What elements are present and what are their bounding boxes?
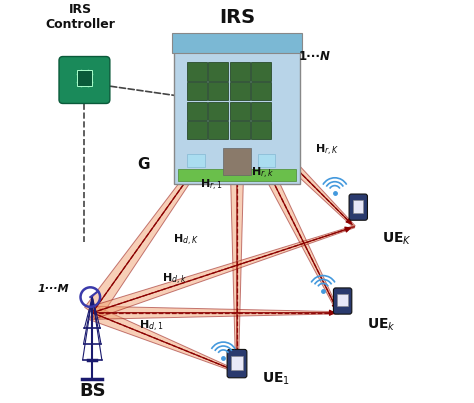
FancyBboxPatch shape	[222, 147, 252, 174]
FancyBboxPatch shape	[251, 121, 271, 139]
FancyBboxPatch shape	[251, 102, 271, 120]
FancyBboxPatch shape	[187, 154, 205, 167]
Polygon shape	[232, 104, 355, 228]
FancyBboxPatch shape	[231, 356, 243, 370]
Text: $\mathbf{H}_{r,1}$: $\mathbf{H}_{r,1}$	[200, 178, 223, 193]
FancyBboxPatch shape	[229, 121, 249, 139]
FancyBboxPatch shape	[337, 294, 348, 306]
FancyBboxPatch shape	[187, 121, 207, 139]
Text: $\mathbf{H}_{d,1}$: $\mathbf{H}_{d,1}$	[139, 319, 163, 334]
FancyBboxPatch shape	[349, 194, 367, 220]
Text: $\mathbf{H}_{r,k}$: $\mathbf{H}_{r,k}$	[251, 166, 274, 181]
Polygon shape	[92, 306, 339, 319]
FancyBboxPatch shape	[229, 82, 249, 100]
Text: $\mathbf{H}_{d,k}$: $\mathbf{H}_{d,k}$	[162, 272, 187, 287]
Polygon shape	[90, 306, 237, 373]
Polygon shape	[85, 108, 238, 318]
FancyBboxPatch shape	[59, 56, 110, 104]
FancyBboxPatch shape	[178, 169, 296, 181]
Text: $\mathbf{UE}_1$: $\mathbf{UE}_1$	[262, 371, 290, 387]
FancyBboxPatch shape	[258, 154, 275, 167]
Polygon shape	[229, 109, 245, 372]
FancyBboxPatch shape	[251, 62, 271, 81]
FancyBboxPatch shape	[187, 102, 207, 120]
FancyBboxPatch shape	[209, 102, 228, 120]
Text: G: G	[137, 157, 149, 172]
Text: 1···: 1···	[298, 50, 320, 63]
FancyBboxPatch shape	[333, 288, 352, 314]
FancyBboxPatch shape	[229, 102, 249, 120]
Text: BS: BS	[79, 382, 106, 400]
FancyBboxPatch shape	[187, 62, 207, 81]
Text: N: N	[320, 50, 330, 63]
FancyBboxPatch shape	[174, 39, 300, 184]
FancyBboxPatch shape	[209, 62, 228, 81]
Text: $\mathbf{UE}_K$: $\mathbf{UE}_K$	[383, 230, 412, 247]
FancyBboxPatch shape	[227, 349, 247, 378]
FancyBboxPatch shape	[173, 33, 301, 53]
Polygon shape	[230, 106, 340, 313]
Polygon shape	[90, 226, 355, 319]
Text: IRS
Controller: IRS Controller	[46, 3, 116, 31]
Text: $\mathbf{H}_{r,K}$: $\mathbf{H}_{r,K}$	[315, 143, 339, 158]
FancyBboxPatch shape	[251, 82, 271, 100]
FancyBboxPatch shape	[209, 82, 228, 100]
Text: IRS: IRS	[219, 8, 255, 27]
FancyBboxPatch shape	[187, 82, 207, 100]
FancyBboxPatch shape	[77, 70, 92, 86]
FancyBboxPatch shape	[229, 62, 249, 81]
Text: 1···M: 1···M	[37, 284, 69, 294]
FancyBboxPatch shape	[353, 200, 364, 213]
Text: $\mathbf{H}_{d,K}$: $\mathbf{H}_{d,K}$	[173, 233, 199, 248]
Text: $\mathbf{UE}_k$: $\mathbf{UE}_k$	[367, 316, 396, 333]
FancyBboxPatch shape	[209, 121, 228, 139]
